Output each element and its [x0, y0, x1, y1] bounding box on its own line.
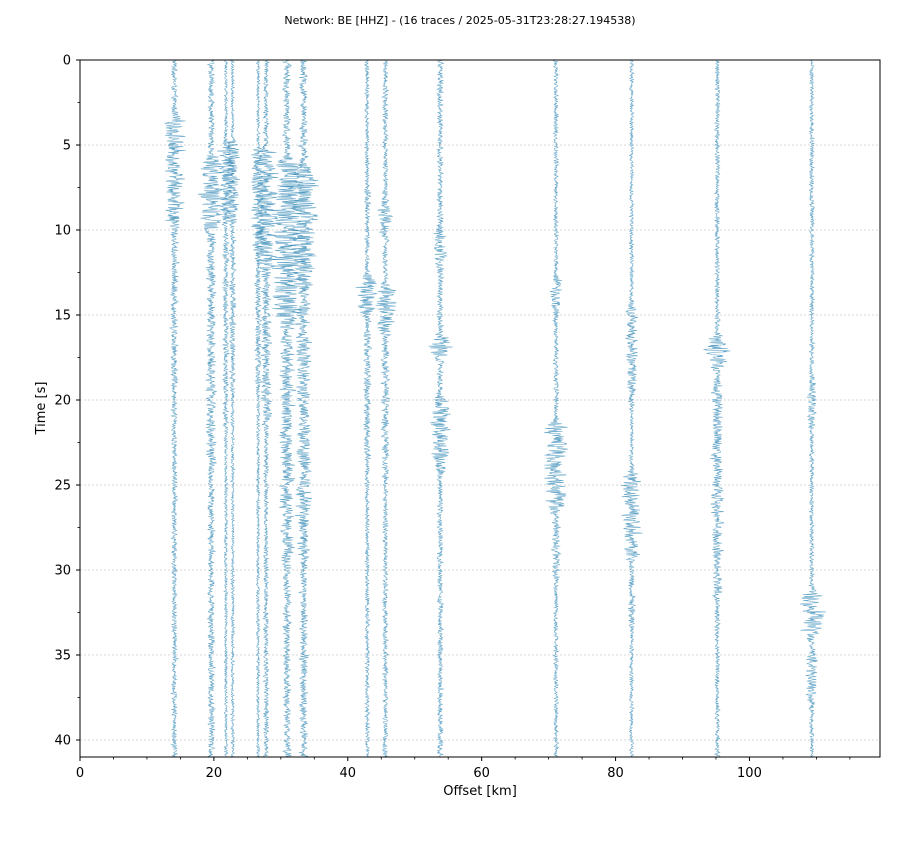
- x-tick-label-60: 60: [473, 766, 490, 781]
- x-tick-label-0: 0: [76, 766, 84, 781]
- axis-ticks: 0 5 10 15 20 25 30 35 40 0 20 40 60 80 100: [54, 54, 851, 781]
- y-tick-label-25: 25: [54, 479, 71, 494]
- y-tick-label-0: 0: [63, 54, 71, 69]
- y-tick-label-15: 15: [54, 309, 71, 324]
- trace-33.4km: [285, 59, 319, 758]
- trace-45.6km: [375, 59, 397, 758]
- x-tick-label-20: 20: [206, 766, 223, 781]
- trace-53.8km: [428, 59, 453, 758]
- trace-71.1km: [544, 59, 568, 758]
- y-axis-label: Time [s]: [34, 382, 49, 436]
- trace-14.1km: [163, 59, 186, 758]
- trace-82.4km: [620, 59, 643, 758]
- y-tick-label-40: 40: [54, 734, 71, 749]
- y-tick-label-35: 35: [54, 649, 71, 664]
- x-tick-label-80: 80: [607, 766, 624, 781]
- trace-19.6km: [198, 59, 223, 758]
- traces: [163, 59, 827, 758]
- x-tick-label-40: 40: [340, 766, 357, 781]
- plot-area-frame: [79, 59, 881, 758]
- trace-95.2km: [703, 59, 731, 758]
- trace-27.8km: [254, 59, 279, 758]
- chart-title: Network: BE [HHZ] - (16 traces / 2025-05…: [284, 14, 635, 27]
- y-tick-label-5: 5: [63, 139, 71, 154]
- trace-42.9km: [355, 59, 378, 758]
- trace-22.8km: [223, 59, 240, 758]
- x-tick-label-100: 100: [737, 766, 762, 781]
- gridlines: [80, 144, 880, 741]
- y-tick-label-20: 20: [54, 394, 71, 409]
- trace-109.3km: [799, 59, 827, 758]
- x-axis-label: Offset [km]: [443, 784, 517, 799]
- trace-30.9km: [266, 59, 306, 758]
- y-tick-label-30: 30: [54, 564, 71, 579]
- trace-26.6km: [250, 59, 267, 758]
- y-tick-label-10: 10: [54, 224, 71, 239]
- trace-21.8km: [217, 59, 236, 758]
